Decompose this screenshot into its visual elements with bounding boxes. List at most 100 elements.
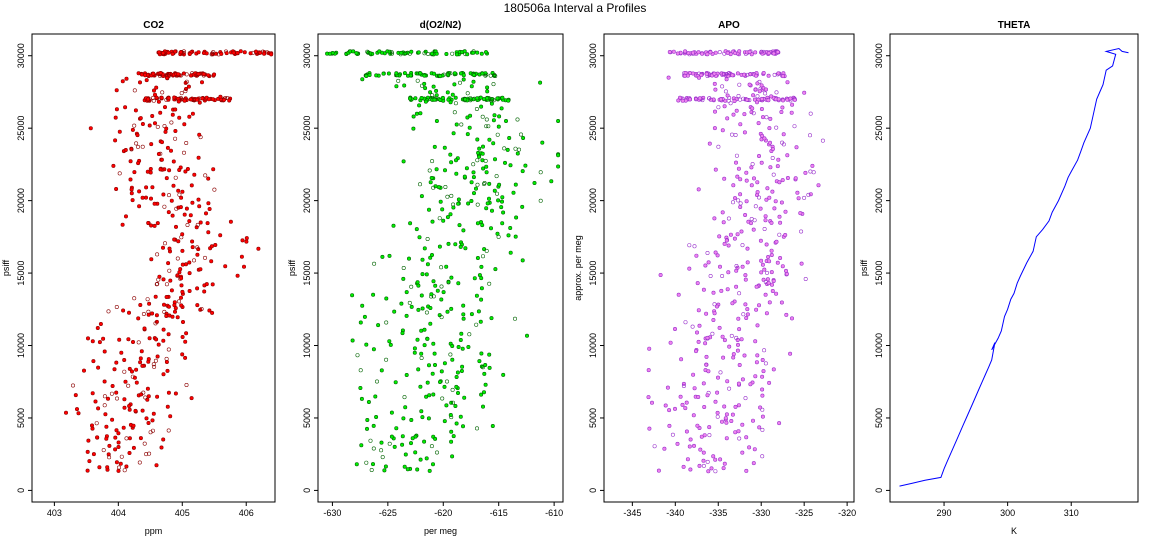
data-point [756,154,761,159]
data-point [707,96,712,101]
data-point [123,105,128,110]
data-point [479,392,484,397]
data-point [511,190,516,195]
data-point [749,183,754,188]
data-point [793,176,798,181]
data-point [461,73,466,78]
data-point [127,310,132,315]
data-point [484,248,489,253]
data-point [137,204,142,209]
data-point [679,357,684,362]
data-point [368,438,373,443]
data-point [646,395,651,400]
data-point [760,51,765,56]
data-point [487,281,492,286]
data-point [754,307,759,312]
data-point [810,163,815,168]
data-point [702,433,707,438]
data-point [450,92,455,97]
data-point [471,50,476,55]
data-point [785,80,790,85]
data-point [753,339,758,344]
data-point [206,176,211,181]
data-point [179,303,184,308]
data-point [178,205,183,210]
data-point [477,359,482,364]
data-point [188,213,193,218]
data-point [148,170,153,175]
data-point [491,82,496,87]
data-point [749,217,754,222]
data-point [415,467,420,472]
data-point [738,177,743,182]
data-point [393,380,398,385]
data-point [734,268,739,273]
data-point [144,195,149,200]
data-point [154,85,159,90]
data-point [190,239,195,244]
data-point [369,467,374,472]
data-point [201,72,206,77]
data-point [176,99,181,104]
data-point [412,350,417,355]
data-point [733,404,738,409]
data-point [175,273,180,278]
data-point [432,362,437,367]
data-point [730,200,735,205]
data-point [733,430,738,435]
data-point [733,160,738,165]
data-point [764,242,769,247]
data-point [458,71,463,76]
data-point [756,195,761,200]
data-point [170,112,175,117]
data-point [431,84,436,89]
data-point [419,409,424,414]
data-point [556,153,561,158]
data-point [426,207,431,212]
data-point [794,145,799,150]
data-point [667,408,672,413]
data-point [370,462,375,467]
data-point [381,71,386,76]
data-point [437,216,442,221]
data-point [480,151,485,156]
data-point [680,402,685,407]
data-point [172,237,177,242]
data-point [113,138,118,143]
data-point [350,338,355,343]
data-point [187,51,192,56]
data-point [173,391,178,396]
data-point [777,232,782,237]
data-point [434,167,439,172]
data-point [130,198,135,203]
data-point [760,454,765,459]
data-point [161,51,166,56]
data-point [749,52,754,57]
data-point [767,380,772,385]
data-point [715,253,720,258]
data-point [712,71,717,76]
data-point [788,351,793,356]
data-point [523,163,528,168]
data-point [156,99,161,104]
data-point [195,286,200,291]
data-point [737,436,742,441]
data-point [401,416,406,421]
data-point [459,368,464,373]
data-point [741,96,746,101]
data-point [766,73,771,78]
data-point [204,51,209,56]
data-point [169,198,174,203]
data-point [683,49,688,54]
data-point [102,349,107,354]
y-tick-label-theta-6: 30000 [874,43,884,68]
data-point [414,111,419,116]
data-point [428,180,433,185]
data-point [412,346,417,351]
data-point [429,253,434,258]
data-point [150,418,155,423]
data-point [465,115,470,120]
data-point [235,273,240,278]
data-point [129,191,134,196]
data-point [73,393,78,398]
